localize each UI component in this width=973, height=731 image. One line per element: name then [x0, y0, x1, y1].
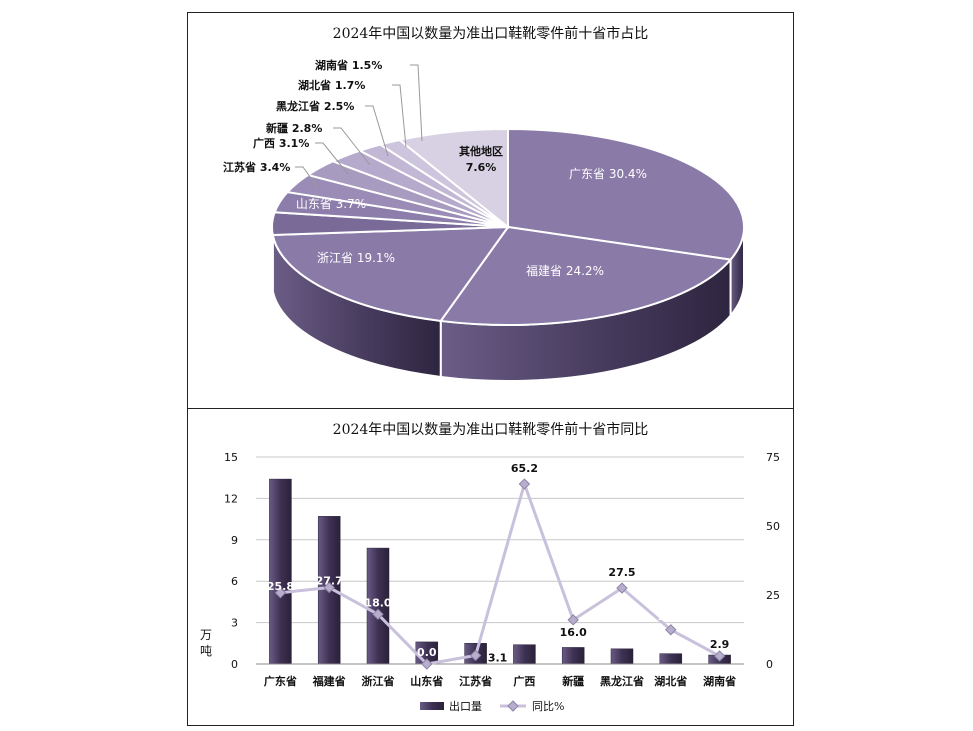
yoy-marker-湖南省	[713, 650, 726, 662]
pie-leader-广西	[315, 142, 349, 175]
pie-leader-湖北省	[392, 84, 407, 148]
y-tick-label: 3	[231, 617, 238, 630]
y-tick-label: 9	[231, 534, 238, 547]
y-tick-label: 15	[224, 451, 238, 464]
x-tick-label: 福建省	[312, 674, 346, 688]
yoy-data-label-黑龙江省: 27.5	[608, 566, 635, 579]
pie-label-新疆: 新疆 2.8%	[266, 121, 322, 135]
bar-chart-title: 2024年中国以数量为准出口鞋靴零件前十省市同比	[332, 422, 649, 438]
pie-leader-湖南省	[410, 64, 423, 142]
x-tick-label: 江苏省	[459, 674, 492, 688]
pie-chart-svg: 广东省 30.4% 福建省 24.2% 浙江省 19.1% 山东省 3.7% 其他地区 7…	[223, 58, 745, 382]
yoy-marker-湖北省	[665, 624, 677, 636]
x-tick-label: 广东省	[264, 674, 297, 688]
yoy-marker-江苏省	[469, 649, 482, 662]
yoy-line	[280, 479, 721, 666]
yoy-data-label-新疆: 16.0	[560, 626, 587, 639]
x-tick-label: 浙江省	[362, 674, 395, 688]
yoy-data-label-湖北省: 12.4	[657, 610, 684, 623]
yoy-marker-广东省	[274, 587, 287, 599]
yoy-marker-浙江省	[372, 608, 384, 621]
legend-bar-swatch	[420, 702, 444, 710]
pie-chart-title: 2024年中国以数量为准出口鞋靴零件前十省市占比	[332, 26, 649, 42]
y2-tick-label: 50	[766, 520, 780, 533]
legend-bar-label: 出口量	[449, 699, 482, 713]
yoy-data-label-山东省: 0.0	[417, 646, 437, 659]
pie-slice-其他地区	[397, 127, 509, 230]
pie-label-广西: 广西 3.1%	[253, 136, 309, 150]
yoy-data-label-湖南省: 2.9	[710, 638, 730, 651]
x-tick-label: 湖南省	[703, 674, 736, 688]
pie-label-other: 其他地区	[459, 144, 503, 158]
bar-湖北省	[659, 653, 683, 665]
pie-slice-福建省	[438, 225, 733, 326]
yoy-marker-新疆	[567, 614, 579, 626]
pie-label-浙江省: 浙江省 19.1%	[317, 251, 395, 265]
pie-leader-江苏省	[295, 166, 319, 189]
pie-labels: 广东省 30.4% 福建省 24.2% 浙江省 19.1% 山东省 3.7% 其他地区 7…	[223, 58, 647, 278]
y-axis-label: 吨	[200, 644, 212, 658]
bar-黑龙江省	[610, 648, 634, 665]
pie-label-福建省: 福建省 24.2%	[526, 263, 604, 278]
bar-新疆	[561, 647, 585, 665]
y-tick-label: 0	[231, 658, 238, 671]
legend-line-marker	[507, 700, 519, 712]
x-tick-label: 山东省	[410, 674, 443, 688]
yoy-data-label-广东省: 25.8	[267, 580, 294, 593]
y-axis-label: 万	[200, 628, 212, 642]
yoy-marker-山东省	[421, 658, 433, 670]
yoy-marker-福建省	[323, 581, 335, 594]
yoy-data-label-广西: 65.2	[511, 462, 538, 475]
yoy-data-label-福建省: 27.7	[316, 575, 343, 588]
y2-tick-label: 0	[766, 658, 773, 671]
pie-leader-黑龙江省	[365, 105, 389, 157]
bar-广西	[513, 644, 536, 665]
pie-label-other-value: 7.6%	[466, 161, 497, 174]
pie-label-湖南省: 湖南省 1.5%	[315, 58, 382, 72]
yoy-data-label-浙江省: 18.0	[364, 596, 391, 609]
y2-tick-label: 25	[766, 589, 780, 602]
legend-line-label: 同比%	[532, 700, 564, 713]
line-series	[274, 478, 726, 670]
bar-line-chart-panel: 2024年中国以数量为准出口鞋靴零件前十省市同比 0 3 6 9 12 15 0 25 50 75…	[187, 408, 794, 726]
y2-tick-label: 75	[766, 451, 780, 464]
pie-chart-panel: 2024年中国以数量为准出口鞋靴零件前十省市占比 广东省 30.4% 福建省 24…	[187, 12, 794, 409]
y-tick-label: 12	[224, 492, 238, 505]
yoy-data-label-江苏省: 3.1	[488, 651, 508, 664]
pie-slice-广东省	[507, 127, 745, 261]
pie-label-广东省: 广东省 30.4%	[569, 167, 647, 181]
x-tick-label: 湖北省	[654, 674, 687, 688]
x-tick-label: 广西	[513, 674, 535, 688]
y-tick-label: 6	[231, 575, 238, 588]
yoy-marker-黑龙江省	[616, 582, 628, 594]
pie-label-山东省: 山东省 3.7%	[296, 197, 366, 211]
x-tick-label: 新疆	[562, 674, 584, 688]
pie-label-江苏省: 江苏省 3.4%	[223, 160, 290, 174]
pie-label-黑龙江省: 黑龙江省 2.5%	[276, 99, 354, 113]
pie-top	[271, 127, 745, 326]
bar-广东省	[269, 478, 292, 665]
pie-leader-新疆	[333, 127, 371, 166]
yoy-marker-广西	[518, 478, 531, 490]
pie-label-湖北省: 湖北省 1.7%	[298, 78, 365, 92]
pie-slice-浙江省	[271, 225, 510, 323]
legend: 出口量 同比%	[420, 699, 564, 713]
x-tick-label: 黑龙江省	[600, 674, 644, 688]
